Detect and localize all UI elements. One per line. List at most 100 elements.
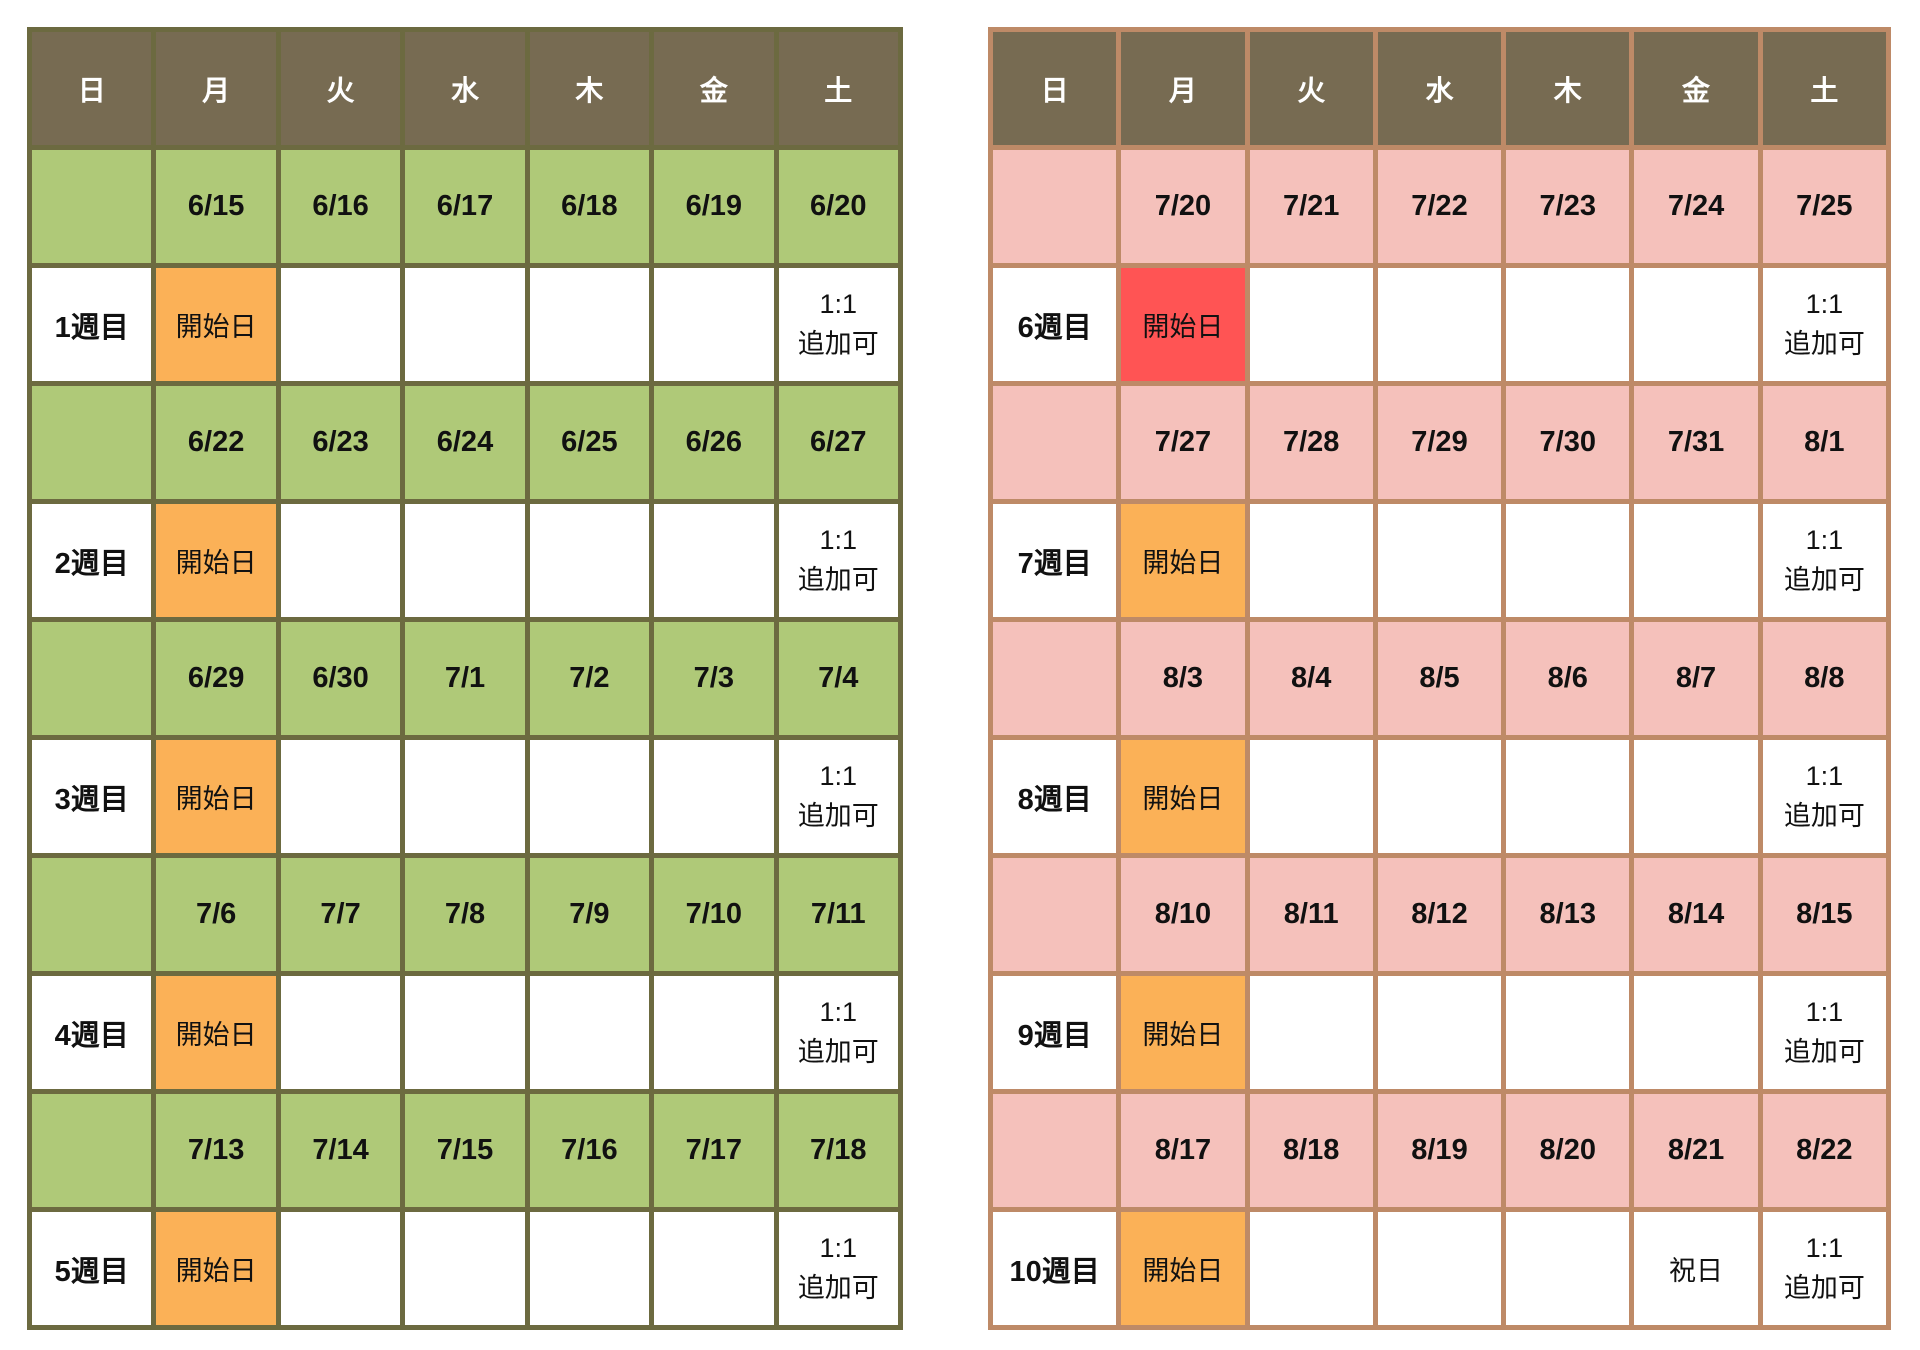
weekday-header: 火: [275, 27, 406, 150]
date-cell: 7/27: [1116, 381, 1250, 504]
sunday-spacer-cell: [26, 381, 157, 504]
empty-day-cell: [524, 499, 655, 622]
sunday-spacer-cell: [987, 617, 1122, 740]
empty-day-cell: [400, 499, 530, 622]
one-on-one-availability-cell: 1:1 追加可: [1757, 735, 1892, 858]
date-cell: 7/3: [649, 617, 779, 740]
weekday-header: 水: [400, 27, 530, 150]
date-cell: 7/13: [151, 1089, 281, 1212]
date-cell: 6/24: [400, 381, 530, 504]
week-label-cell: 10週目: [987, 1207, 1122, 1330]
start-date-cell-highlighted: 開始日: [1116, 263, 1250, 386]
empty-day-cell: [275, 735, 406, 858]
week-label-cell: 4週目: [26, 971, 157, 1094]
empty-day-cell: [1629, 735, 1763, 858]
start-date-cell: 開始日: [1116, 971, 1250, 1094]
start-date-cell: 開始日: [1116, 499, 1250, 622]
week-label-cell: 8週目: [987, 735, 1122, 858]
empty-day-cell: [649, 971, 779, 1094]
weekday-header: 日: [987, 27, 1122, 150]
one-on-one-availability-cell: 1:1 追加可: [773, 263, 904, 386]
date-cell: 6/23: [275, 381, 406, 504]
one-on-one-availability-cell: 1:1 追加可: [773, 1207, 904, 1330]
weekday-header: 土: [773, 27, 904, 150]
date-cell: 8/19: [1372, 1089, 1507, 1212]
weekday-header: 木: [1501, 27, 1635, 150]
sunday-spacer-cell: [987, 381, 1122, 504]
weekday-header-row: 日月火水木金土: [987, 27, 1892, 150]
start-date-cell: 開始日: [151, 735, 281, 858]
weekday-header: 金: [649, 27, 779, 150]
empty-day-cell: [649, 263, 779, 386]
date-cell: 7/11: [773, 853, 904, 976]
start-date-cell: 開始日: [1116, 735, 1250, 858]
second-term-calendar-table: 日月火水木金土 7/20 7/21 7/22 7/23 7/24 7/25 6週目 開始日 1:1…: [987, 27, 1892, 1330]
date-cell: 7/1: [400, 617, 530, 740]
date-cell: 6/29: [151, 617, 281, 740]
empty-day-cell: [1501, 1207, 1635, 1330]
one-on-one-availability-cell: 1:1 追加可: [773, 971, 904, 1094]
one-on-one-availability-cell: 1:1 追加可: [773, 499, 904, 622]
empty-day-cell: [1501, 263, 1635, 386]
date-cell: 7/25: [1757, 145, 1892, 268]
week-label-cell: 1週目: [26, 263, 157, 386]
date-cell: 8/5: [1372, 617, 1507, 740]
date-cell: 7/24: [1629, 145, 1763, 268]
empty-day-cell: [1372, 971, 1507, 1094]
week-row: 9週目 開始日 1:1 追加可: [987, 971, 1892, 1094]
weekday-header: 月: [151, 27, 281, 150]
empty-day-cell: [1501, 499, 1635, 622]
empty-day-cell: [1372, 1207, 1507, 1330]
date-cell: 7/4: [773, 617, 904, 740]
start-date-cell: 開始日: [151, 971, 281, 1094]
empty-day-cell: [524, 735, 655, 858]
start-date-cell: 開始日: [1116, 1207, 1250, 1330]
date-cell: 8/14: [1629, 853, 1763, 976]
week-label-cell: 9週目: [987, 971, 1122, 1094]
date-row: 8/3 8/4 8/5 8/6 8/7 8/8: [987, 617, 1892, 740]
weekday-header: 木: [524, 27, 655, 150]
start-date-cell: 開始日: [151, 263, 281, 386]
empty-day-cell: [524, 263, 655, 386]
date-cell: 6/25: [524, 381, 655, 504]
date-cell: 6/18: [524, 145, 655, 268]
empty-day-cell: [1244, 1207, 1378, 1330]
date-cell: 7/23: [1501, 145, 1635, 268]
empty-day-cell: [1629, 263, 1763, 386]
empty-day-cell: [1244, 971, 1378, 1094]
date-row: 7/6 7/7 7/8 7/9 7/10 7/11: [26, 853, 904, 976]
empty-day-cell: [649, 1207, 779, 1330]
date-row: 7/20 7/21 7/22 7/23 7/24 7/25: [987, 145, 1892, 268]
weekday-header: 月: [1116, 27, 1250, 150]
empty-day-cell: [400, 263, 530, 386]
week-row: 5週目 開始日 1:1 追加可: [26, 1207, 904, 1330]
date-cell: 7/9: [524, 853, 655, 976]
sunday-spacer-cell: [26, 853, 157, 976]
one-on-one-availability-cell: 1:1 追加可: [1757, 499, 1892, 622]
empty-day-cell: [1501, 735, 1635, 858]
empty-day-cell: [1244, 735, 1378, 858]
date-cell: 8/3: [1116, 617, 1250, 740]
weekday-header: 金: [1629, 27, 1763, 150]
empty-day-cell: [1501, 971, 1635, 1094]
week-row: 6週目 開始日 1:1 追加可: [987, 263, 1892, 386]
date-cell: 7/28: [1244, 381, 1378, 504]
week-row: 7週目 開始日 1:1 追加可: [987, 499, 1892, 622]
empty-day-cell: [524, 971, 655, 1094]
date-cell: 7/29: [1372, 381, 1507, 504]
empty-day-cell: [275, 263, 406, 386]
date-cell: 8/22: [1757, 1089, 1892, 1212]
date-cell: 8/15: [1757, 853, 1892, 976]
date-cell: 6/20: [773, 145, 904, 268]
empty-day-cell: [400, 971, 530, 1094]
date-cell: 8/13: [1501, 853, 1635, 976]
holiday-cell: 祝日: [1629, 1207, 1763, 1330]
date-cell: 7/6: [151, 853, 281, 976]
date-cell: 6/26: [649, 381, 779, 504]
one-on-one-availability-cell: 1:1 追加可: [1757, 971, 1892, 1094]
empty-day-cell: [649, 735, 779, 858]
week-label-cell: 3週目: [26, 735, 157, 858]
date-cell: 6/16: [275, 145, 406, 268]
start-date-cell: 開始日: [151, 499, 281, 622]
date-cell: 8/4: [1244, 617, 1378, 740]
